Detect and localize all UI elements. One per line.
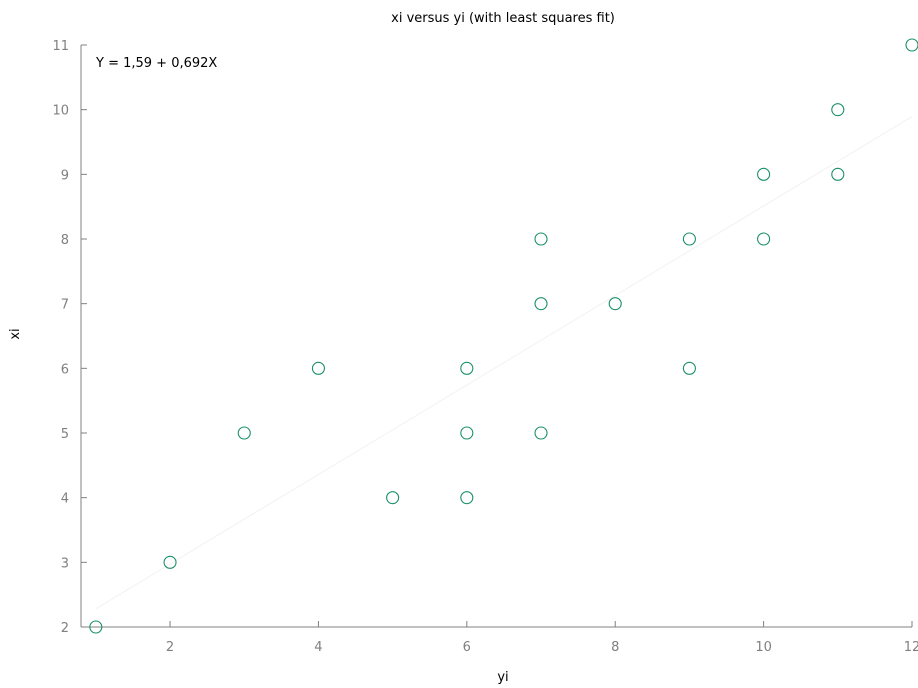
data-point [163, 555, 177, 569]
y-tick-label: 7 [61, 298, 69, 313]
y-tick-label: 2 [61, 621, 69, 636]
data-point [237, 426, 251, 440]
data-point [534, 426, 548, 440]
data-point [534, 297, 548, 311]
y-tick-label: 11 [52, 39, 69, 54]
y-tick-label: 4 [61, 492, 69, 507]
data-point [311, 361, 325, 375]
data-point [534, 232, 548, 246]
data-point [831, 167, 845, 181]
data-point [757, 167, 771, 181]
data-point [757, 232, 771, 246]
x-tick-label: 8 [611, 640, 619, 655]
data-point [608, 297, 622, 311]
x-axis-title: yi [497, 670, 508, 684]
data-point [460, 361, 474, 375]
y-tick-label: 6 [61, 362, 69, 377]
fit-line [95, 116, 913, 610]
data-point [460, 426, 474, 440]
x-tick-label: 2 [166, 640, 174, 655]
y-tick-label: 3 [61, 556, 69, 571]
y-tick-label: 5 [61, 427, 69, 442]
data-point [905, 38, 918, 52]
data-point [460, 491, 474, 505]
data-point [682, 361, 696, 375]
data-point [682, 232, 696, 246]
x-tick-label: 10 [755, 640, 772, 655]
fit-equation: Y = 1,59 + 0,692X [95, 56, 217, 71]
x-tick-label: 12 [904, 640, 918, 655]
y-axis-title: xi [8, 328, 23, 339]
data-point [89, 620, 103, 634]
data-point [386, 491, 400, 505]
y-tick-label: 8 [61, 233, 69, 248]
y-tick-label: 9 [61, 168, 69, 183]
x-tick-label: 6 [463, 640, 471, 655]
y-tick-label: 10 [52, 104, 69, 119]
data-point [831, 103, 845, 117]
chart-title: xi versus yi (with least squares fit) [391, 11, 615, 26]
x-tick-label: 4 [314, 640, 322, 655]
